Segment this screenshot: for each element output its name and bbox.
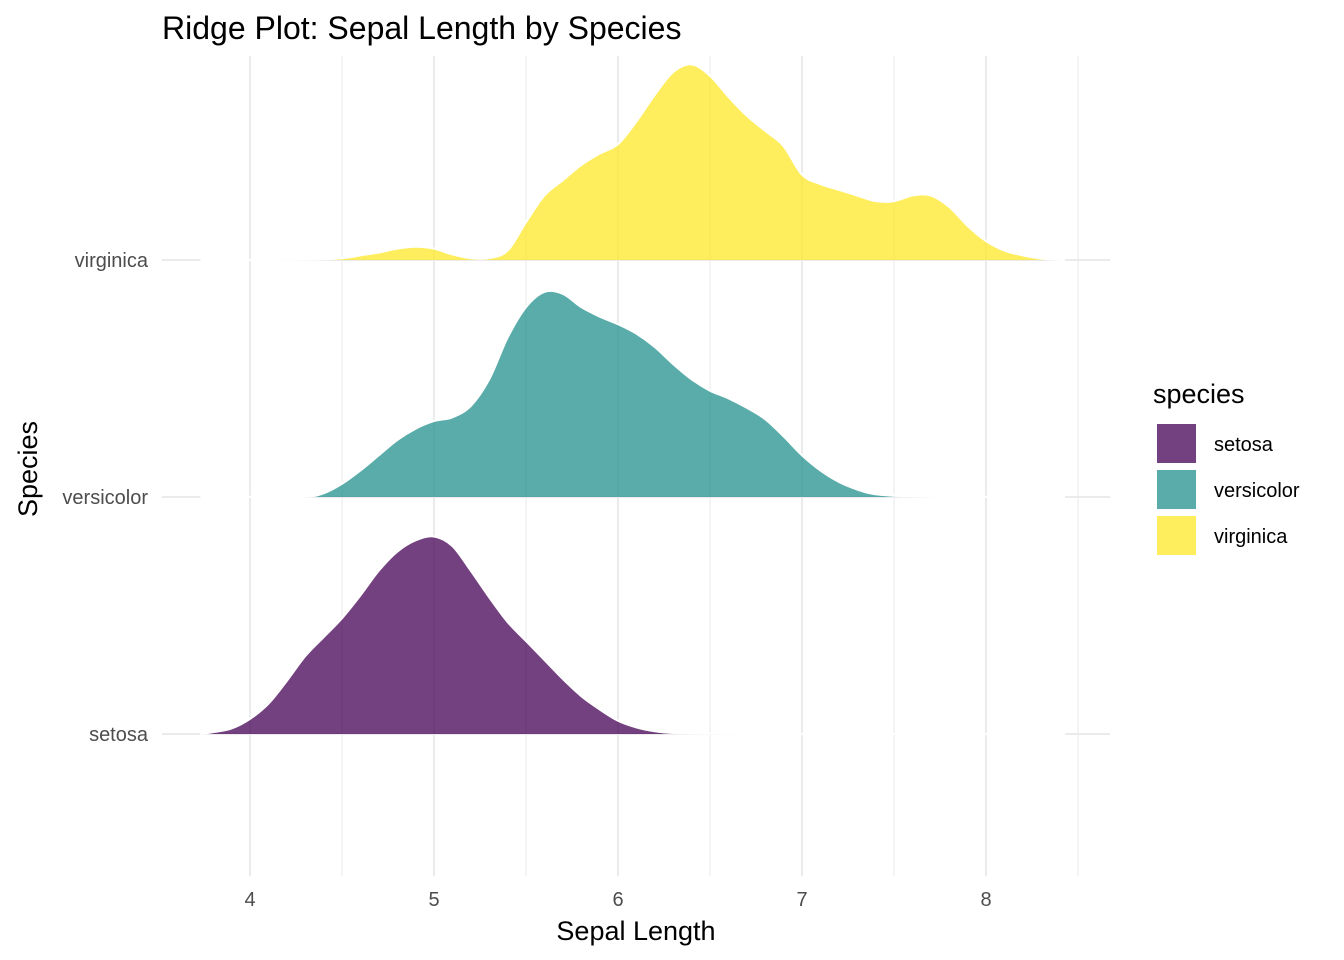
y-tick-label-versicolor: versicolor [62, 487, 148, 509]
legend-swatch-virginica [1157, 516, 1196, 555]
ridge-area-versicolor [200, 290, 1066, 498]
ridge-outline-versicolor [200, 289, 1066, 499]
ridge-outline-virginica [200, 63, 1066, 262]
legend: species setosa versicolor virginica [1153, 379, 1300, 555]
y-tick-label-setosa: setosa [89, 724, 149, 746]
legend-label-virginica: virginica [1214, 526, 1288, 548]
ridges-layer [200, 63, 1066, 736]
x-tick-label: 5 [428, 889, 439, 911]
legend-items: setosa versicolor virginica [1157, 424, 1300, 555]
legend-label-setosa: setosa [1214, 434, 1274, 456]
x-axis-ticks: 4 5 6 7 8 [244, 889, 991, 911]
y-tick-label-virginica: virginica [75, 250, 149, 272]
y-axis-ticks: setosa versicolor virginica [62, 250, 148, 746]
x-tick-label: 6 [612, 889, 623, 911]
x-axis-title: Sepal Length [556, 916, 715, 946]
x-tick-label: 8 [980, 889, 991, 911]
ridge-area-setosa [200, 536, 1066, 735]
legend-label-versicolor: versicolor [1214, 480, 1300, 502]
legend-title: species [1153, 379, 1245, 409]
ridge-outline-setosa [200, 535, 1066, 736]
y-axis-title: Species [13, 421, 43, 517]
legend-swatch-setosa [1157, 424, 1196, 463]
chart-title: Ridge Plot: Sepal Length by Species [162, 10, 681, 46]
x-tick-label: 4 [244, 889, 255, 911]
x-tick-label: 7 [796, 889, 807, 911]
ridge-area-virginica [200, 64, 1066, 261]
legend-swatch-versicolor [1157, 470, 1196, 509]
